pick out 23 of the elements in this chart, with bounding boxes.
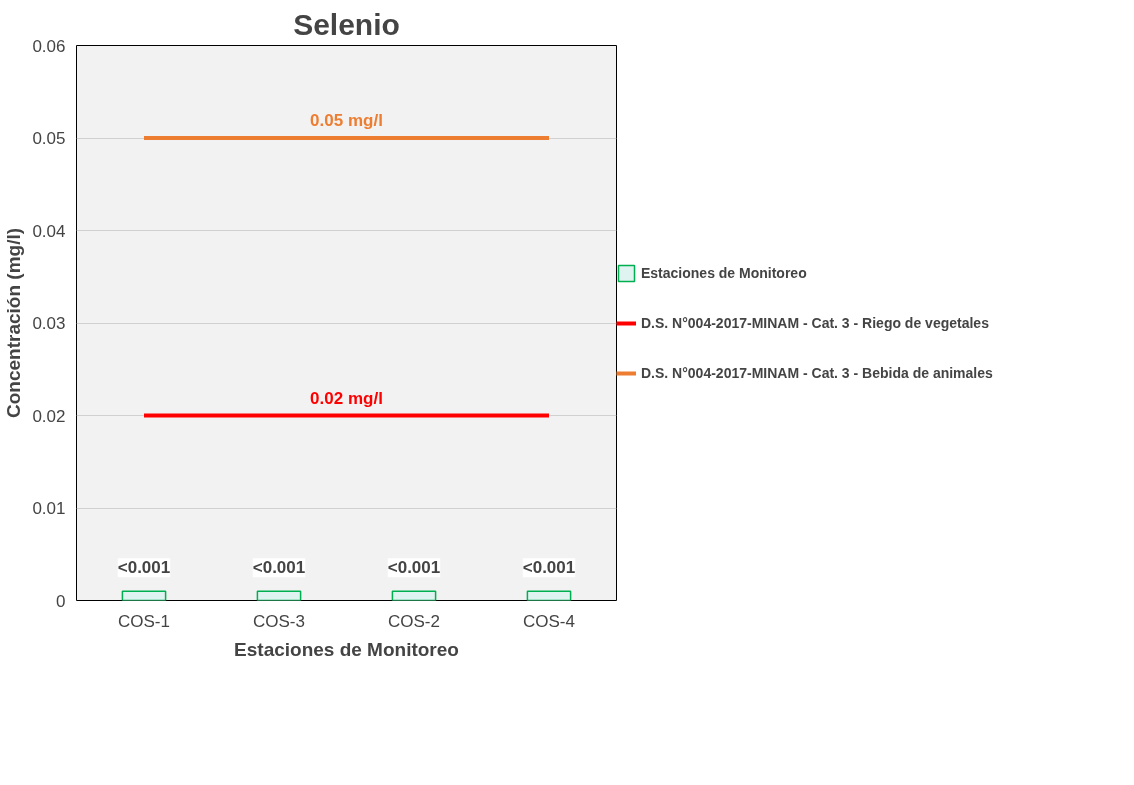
legend-label: Estaciones de Monitoreo — [641, 264, 807, 281]
x-axis-title: Estaciones de Monitoreo — [234, 638, 459, 660]
data-label: <0.001 — [522, 558, 576, 578]
annotation: 0.02 mg/l — [310, 388, 383, 408]
x-tick-label: COS-4 — [523, 611, 575, 631]
data-label: <0.001 — [117, 558, 171, 578]
x-tick-label: COS-2 — [388, 611, 440, 631]
legend-label: D.S. N°004-2017-MINAM - Cat. 3 - Bebida de animales — [641, 364, 993, 381]
annotation: 0.05 mg/l — [310, 111, 383, 130]
legend-label: D.S. N°004-2017-MINAM - Cat. 3 - Riego de vegetales — [641, 314, 989, 331]
y-tick-label: 0 — [56, 591, 66, 611]
y-tick-label: 0.05 — [32, 129, 66, 148]
data-label: <0.001 — [252, 558, 306, 578]
y-tick-label: 0.02 — [32, 406, 66, 426]
y-tick-label: 0.03 — [32, 314, 66, 333]
y-tick-label: 0.01 — [32, 499, 66, 518]
data-label: <0.001 — [387, 558, 441, 578]
chart-title: Selenio — [293, 7, 400, 41]
x-tick-label: COS-3 — [253, 611, 305, 631]
y-tick-label: 0.04 — [32, 221, 66, 241]
y-axis-title: Concentración (mg/l) — [3, 227, 25, 418]
x-tick-label: COS-1 — [118, 611, 170, 631]
y-tick-label: 0.06 — [32, 36, 66, 56]
